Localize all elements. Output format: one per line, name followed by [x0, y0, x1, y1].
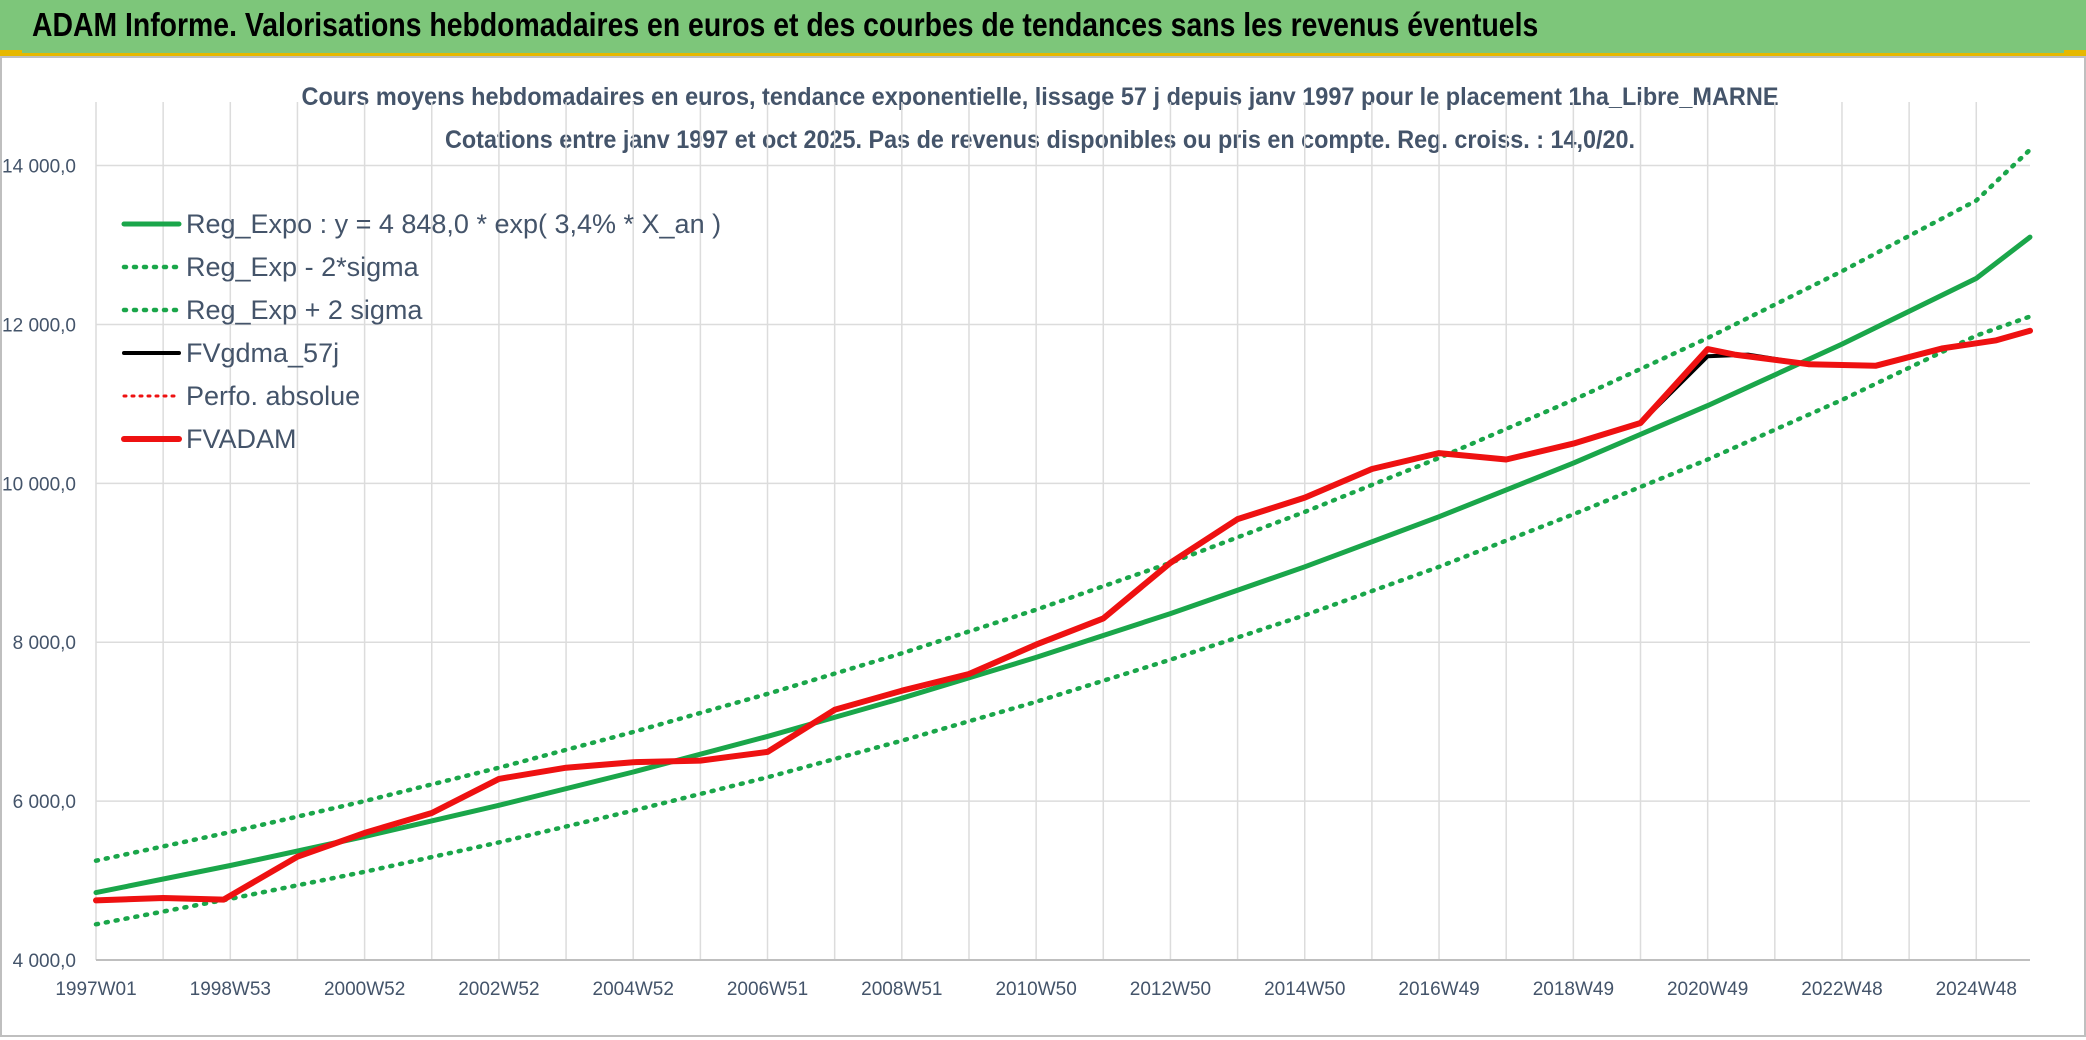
x-axis-ticks: 1997W01 1998W53 2000W52 2002W52 2004W52 2006W… — [55, 979, 2017, 1000]
x-tick-label: 2006W51 — [727, 979, 808, 1000]
legend-label: FVgdma_57j — [186, 338, 339, 368]
series-line — [93, 147, 2033, 863]
x-tick-label: 2000W52 — [324, 979, 405, 1000]
legend-label: FVADAM — [186, 424, 297, 454]
x-tick-label: 2002W52 — [458, 979, 539, 1000]
x-tick-label: 2024W48 — [1936, 979, 2017, 1000]
series-line — [94, 328, 2032, 903]
grid — [95, 102, 2030, 961]
y-tick-label: 12 000,0 — [2, 315, 76, 336]
line-chart: Cours moyens hebdomadaires en euros, ten… — [2, 83, 2033, 1000]
series-lines — [93, 147, 2033, 927]
x-tick-label: 1998W53 — [190, 979, 271, 1000]
chart-area: Cours moyens hebdomadaires en euros, ten… — [0, 56, 2086, 1037]
y-axis-ticks: 4 000,0 6 000,0 8 000,0 10 000,0 12 000,0 14 … — [2, 157, 76, 972]
chart-title: Cours moyens hebdomadaires en euros, ten… — [302, 83, 1779, 111]
x-tick-label: 2020W49 — [1667, 979, 1748, 1000]
legend-label: Reg_Exp - 2*sigma — [186, 252, 420, 282]
x-tick-label: 2012W50 — [1130, 979, 1211, 1000]
series-line — [93, 314, 2033, 927]
x-tick-label: 2022W48 — [1801, 979, 1882, 1000]
y-tick-label: 6 000,0 — [13, 792, 76, 813]
legend: Reg_Expo : y = 4 848,0 * exp( 3,4% * X_a… — [121, 209, 721, 454]
series-line — [93, 234, 2033, 896]
y-tick-label: 10 000,0 — [2, 474, 76, 495]
y-tick-label: 8 000,0 — [13, 633, 76, 654]
legend-label: Perfo. absolue — [186, 381, 360, 411]
x-tick-label: 2004W52 — [593, 979, 674, 1000]
x-tick-label: 1997W01 — [55, 979, 136, 1000]
x-tick-label: 2014W50 — [1264, 979, 1345, 1000]
chart-subtitle: Cotations entre janv 1997 et oct 2025. P… — [445, 126, 1635, 154]
corner-accent-right — [2064, 50, 2086, 56]
y-tick-label: 4 000,0 — [13, 951, 76, 972]
legend-label: Reg_Expo : y = 4 848,0 * exp( 3,4% * X_a… — [186, 209, 721, 239]
y-tick-label: 14 000,0 — [2, 157, 76, 178]
report-banner: ADAM Informe. Valorisations hebdomadaire… — [0, 0, 2086, 56]
series-line — [93, 327, 2033, 904]
x-tick-label: 2016W49 — [1398, 979, 1479, 1000]
report-title: ADAM Informe. Valorisations hebdomadaire… — [32, 6, 1539, 43]
x-tick-label: 2010W50 — [995, 979, 1076, 1000]
corner-accent-left — [0, 50, 22, 56]
x-tick-label: 2008W51 — [861, 979, 942, 1000]
x-tick-label: 2018W49 — [1533, 979, 1614, 1000]
legend-label: Reg_Exp + 2 sigma — [186, 295, 423, 325]
